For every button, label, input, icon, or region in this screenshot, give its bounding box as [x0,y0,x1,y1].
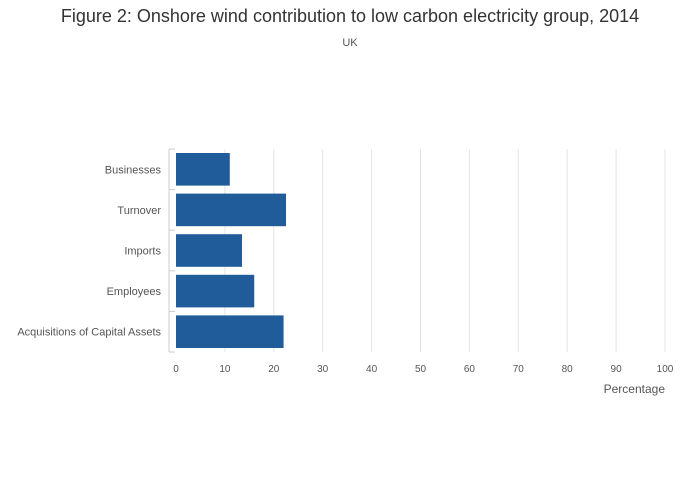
x-tick-label: 60 [464,364,476,375]
x-tick-label: 90 [611,364,623,375]
chart-title: Figure 2: Onshore wind contribution to l… [60,6,640,26]
x-tick-label: 100 [657,364,674,375]
bar [176,315,284,348]
x-tick-label: 40 [366,364,378,375]
x-tick-label: 10 [219,364,231,375]
y-tick-label: Businesses [105,164,162,176]
y-tick-label: Acquisitions of Capital Assets [17,327,161,339]
bar [176,153,230,186]
bar [176,193,287,227]
chart-subtitle: UK [342,37,358,49]
bar [176,234,243,267]
x-tick-label: 70 [513,364,525,375]
x-tick-label: 0 [173,364,179,375]
x-axis-label: Percentage [604,382,666,396]
y-tick-label: Imports [124,246,161,258]
y-tick-label: Employees [107,286,162,298]
x-tick-label: 30 [317,364,329,375]
x-tick-label: 20 [268,364,280,375]
x-tick-label: 50 [415,364,427,375]
y-tick-label: Turnover [117,205,161,217]
x-tick-label: 80 [562,364,574,375]
bar [176,274,255,308]
